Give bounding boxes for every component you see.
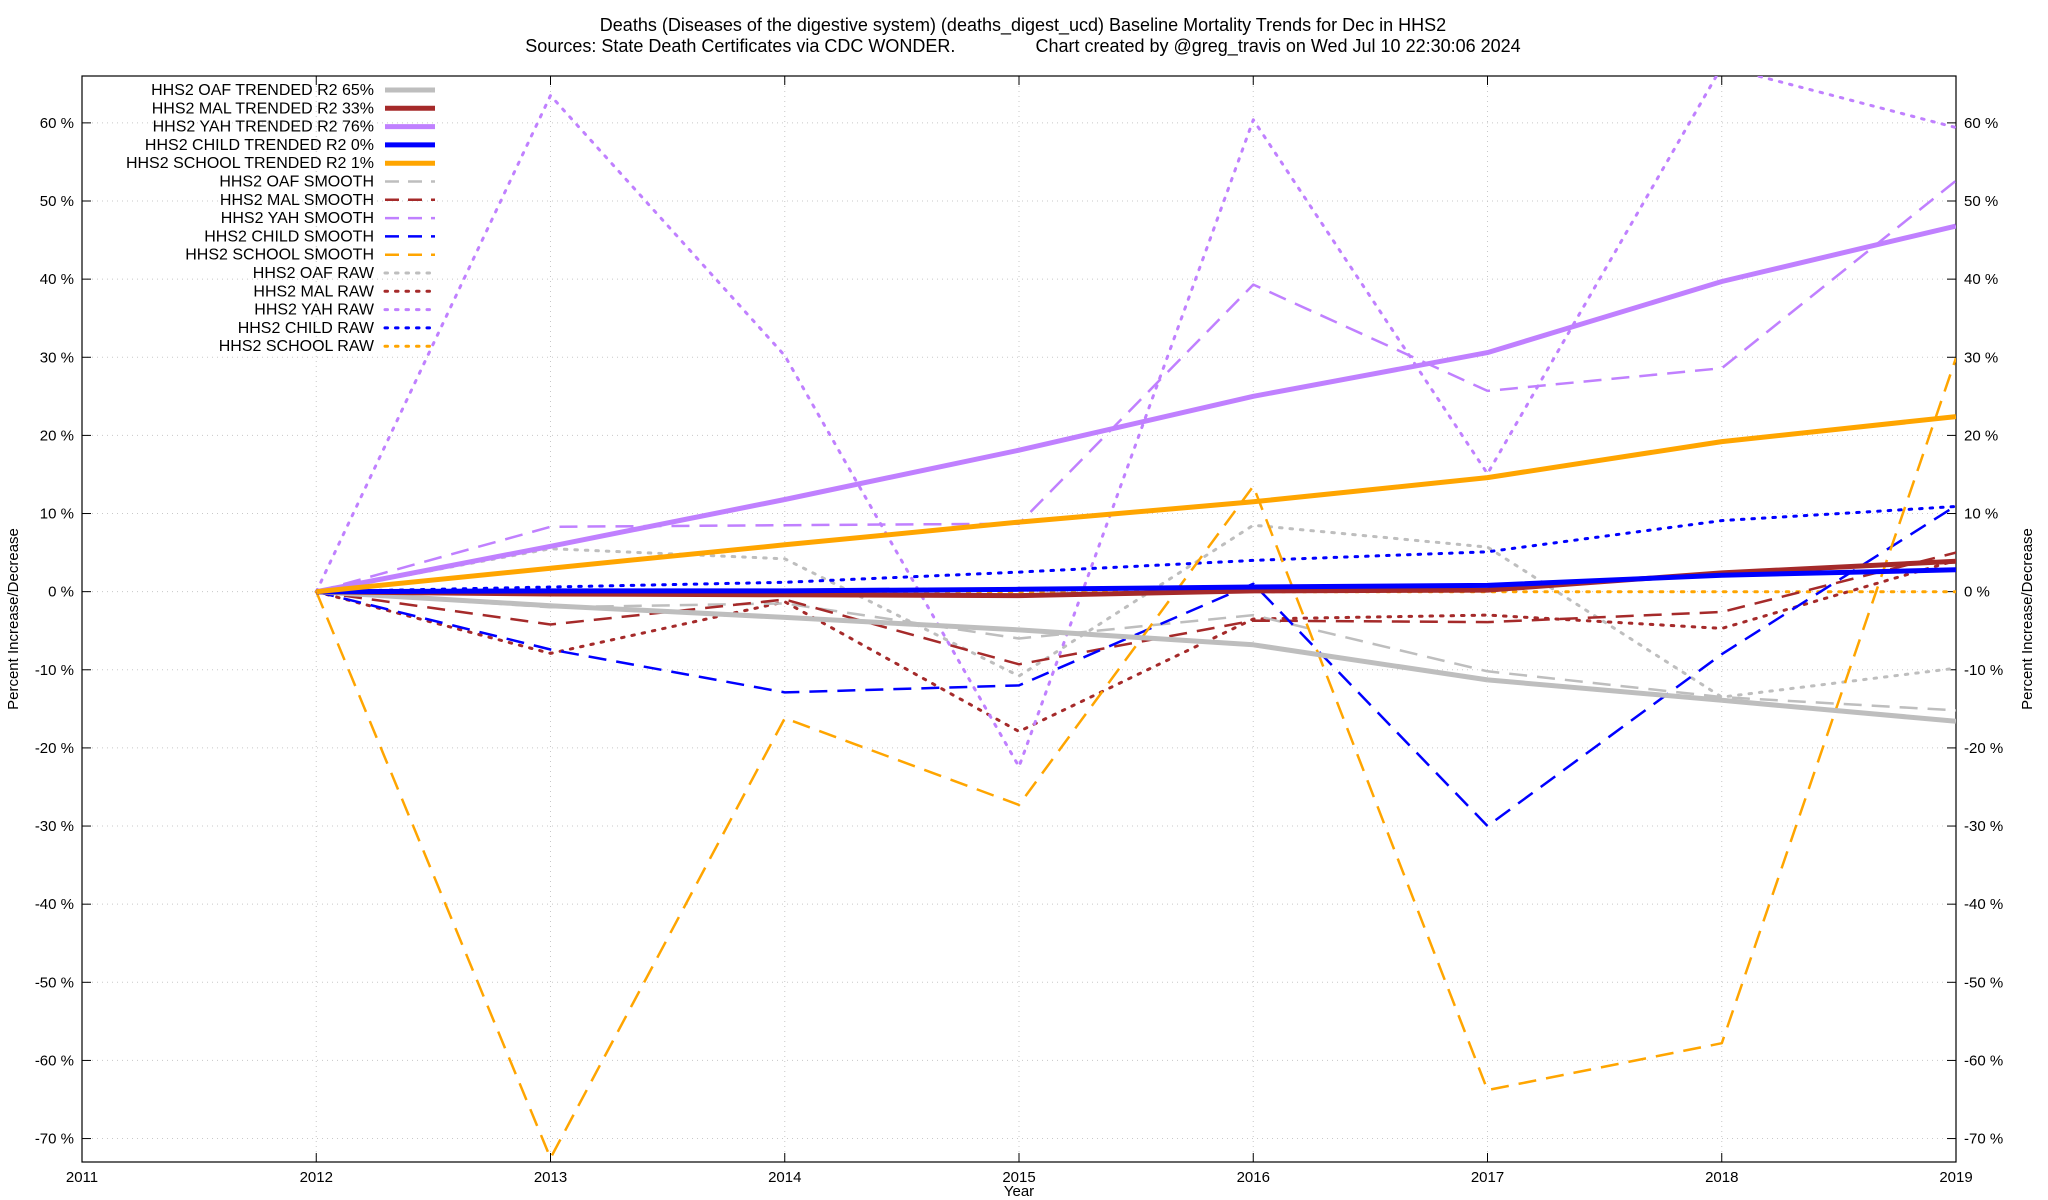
y-tick-label-left: -30 % [35,818,74,835]
legend-entry-label: HHS2 YAH RAW [254,302,375,319]
legend-entry-label: HHS2 OAF RAW [253,265,375,282]
y-tick-label-right: 20 % [1964,427,1998,444]
x-tick-label: 2017 [1471,1169,1504,1186]
series-line-hhs2-mal-raw [314,558,1956,733]
y-tick-label-right: -60 % [1964,1052,2003,1069]
y-tick-label-left: -70 % [35,1131,74,1148]
y-tick-label-right: 0 % [1964,584,1990,601]
y-tick-label-left: -10 % [35,662,74,679]
series-line-hhs2-oaf-raw [314,523,1956,699]
x-axis-label: Year [1004,1183,1034,1200]
legend-entry-label: HHS2 OAF SMOOTH [219,174,374,191]
series-line-hhs2-yah-smooth [315,179,1956,593]
y-axis-label-right: Percent Increase/Decrease [2019,528,2036,710]
y-tick-label-left: -50 % [35,974,74,991]
y-tick-label-left: 0 % [48,584,74,601]
legend-entry-label: HHS2 SCHOOL RAW [219,338,375,355]
x-tick-label: 2018 [1705,1169,1738,1186]
y-tick-label-left: 50 % [40,193,74,210]
x-tick-label: 2015 [1002,1169,1035,1186]
tick-layer: -70 % -70 % -60 % -60 % -50 % -50 % -40 % -40 %… [35,76,2003,1186]
legend-entry-label: HHS2 CHILD SMOOTH [204,228,374,245]
x-tick-label: 2016 [1237,1169,1270,1186]
legend-entry-label: HHS2 MAL RAW [253,283,375,300]
x-tick-label: 2013 [534,1169,567,1186]
y-tick-label-left: 40 % [40,271,74,288]
x-tick-label: 2012 [300,1169,333,1186]
chart-title-line1: Deaths (Diseases of the digestive system… [600,15,1446,36]
x-tick-label: 2011 [66,1169,98,1186]
series-line-hhs2-yah-trended-r2-76 [315,223,1956,595]
series-layer [314,76,1956,1160]
x-tick-label: 2019 [1939,1169,1972,1186]
legend-entry-label: HHS2 YAH TRENDED R2 76% [153,119,374,136]
y-tick-label-right: 30 % [1964,349,1998,366]
y-tick-label-left: 20 % [40,427,74,444]
y-tick-label-right: 10 % [1964,506,1998,523]
series-line-hhs2-child-raw [314,505,1956,594]
y-tick-label-left: -60 % [35,1052,74,1069]
y-tick-label-right: -20 % [1964,740,2003,757]
y-tick-label-left: 10 % [40,506,74,523]
y-tick-label-right: -70 % [1964,1131,2003,1148]
legend-entry-label: HHS2 CHILD TRENDED R2 0% [145,137,374,154]
legend: HHS2 OAF TRENDED R2 65%HHS2 MAL TRENDED … [126,82,437,355]
x-tick-label: 2014 [768,1169,801,1186]
y-tick-label-right: -40 % [1964,896,2003,913]
y-tick-label-right: -30 % [1964,818,2003,835]
legend-entry-label: HHS2 SCHOOL TRENDED R2 1% [126,155,374,172]
y-axis-label-left: Percent Increase/Decrease [5,528,22,710]
y-tick-label-right: -10 % [1964,662,2003,679]
legend-entry-label: HHS2 OAF TRENDED R2 65% [151,82,374,99]
series-line-hhs2-school-trended-r2-1 [316,414,1956,595]
y-tick-label-right: 40 % [1964,271,1998,288]
legend-entry-label: HHS2 MAL TRENDED R2 33% [152,100,374,117]
chart-title-line2: Sources: State Death Certificates via CD… [525,36,1520,57]
legend-entry-label: HHS2 MAL SMOOTH [220,192,374,209]
legend-entry-label: HHS2 CHILD RAW [238,320,375,337]
series-line-hhs2-school-smooth [315,357,1956,1160]
y-tick-label-left: 30 % [40,349,74,366]
series-line-hhs2-child-smooth [316,504,1956,828]
y-tick-label-right: 60 % [1964,115,1998,132]
legend-entry-label: HHS2 SCHOOL SMOOTH [185,247,374,264]
series-line-hhs2-mal-smooth [316,551,1956,666]
y-tick-label-right: -50 % [1964,974,2003,991]
y-tick-label-left: -20 % [35,740,74,757]
y-tick-label-left: 60 % [40,115,74,132]
series-line-hhs2-yah-raw [314,76,1956,769]
legend-entry-label: HHS2 YAH SMOOTH [221,210,374,227]
y-tick-label-left: -40 % [35,896,74,913]
series-line-hhs2-oaf-smooth [316,590,1956,712]
series-line-hhs2-child-trended-r2-0 [316,567,1956,595]
series-line-hhs2-oaf-trended-r2-65 [316,589,1956,724]
y-tick-label-right: 50 % [1964,193,1998,210]
